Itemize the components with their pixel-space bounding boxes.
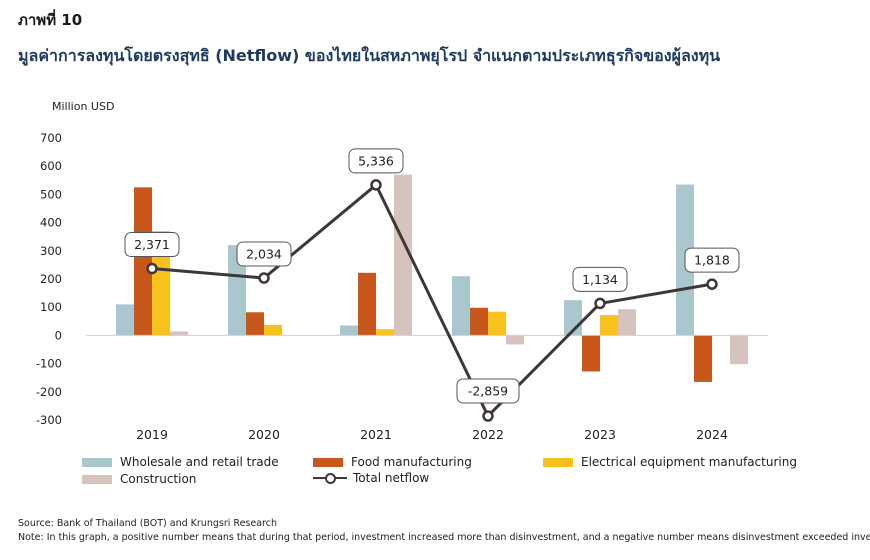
- netflow-point-2022: [482, 410, 494, 422]
- netflow-label-box: [684, 247, 740, 273]
- bar-electrical-2022: [488, 311, 506, 336]
- netflow-label-box: [572, 266, 628, 292]
- y-tick-label: -200: [36, 385, 62, 399]
- netflow-line-layer: 2,371 2,034 5,336 -2,859 1,134 1,818: [124, 148, 740, 422]
- netflow-label-box: [124, 232, 180, 258]
- legend-item-wholesale: Wholesale and retail trade: [82, 455, 279, 469]
- legend-swatch-food: [313, 457, 343, 467]
- legend-item-electrical: Electrical equipment manufacturing: [543, 455, 797, 469]
- bar-wholesale-2022: [452, 276, 470, 336]
- note-text: Note: In this graph, a positive number m…: [18, 532, 870, 543]
- netflow-point-2023: [594, 297, 606, 310]
- y-tick-label: 0: [55, 328, 62, 342]
- legend-item-construction: Construction: [82, 472, 196, 486]
- figure-number: ภาพที่ 10: [18, 11, 83, 29]
- legend-line-netflow: [313, 472, 347, 484]
- bar-marks: [116, 174, 748, 382]
- y-tick-label: -100: [36, 357, 62, 371]
- x-tick-label: 2023: [584, 427, 616, 442]
- y-axis-ticks: 700 600 500 400 300 200 100 0 -100 -200 -300: [36, 131, 62, 427]
- netflow-data-label: -2,859: [468, 384, 508, 399]
- netflow-data-label: 1,134: [582, 272, 618, 287]
- netflow-data-label: 2,034: [246, 247, 282, 262]
- legend-label-construction: Construction: [120, 472, 197, 486]
- netflow-label-box: [348, 148, 404, 174]
- y-tick-label: 100: [40, 300, 62, 314]
- x-tick-label: 2019: [136, 427, 168, 442]
- legend-label-netflow: Total netflow: [353, 471, 430, 485]
- bar-electrical-2020: [264, 324, 282, 336]
- netflow-line: [151, 183, 713, 418]
- chart-legend: Wholesale and retail trade Food manufact…: [82, 455, 802, 491]
- netflow-point-2024: [706, 278, 718, 290]
- bar-construction-2019: [170, 331, 188, 336]
- bar-construction-2021: [394, 174, 412, 336]
- netflow-label-box: [456, 378, 520, 404]
- bar-food-2020: [246, 312, 264, 336]
- bar-construction-2023: [618, 309, 636, 336]
- legend-swatch-wholesale: [82, 457, 112, 467]
- y-tick-label: 500: [40, 187, 62, 201]
- netflow-point-2021: [370, 179, 382, 191]
- bar-food-2019: [134, 187, 152, 336]
- legend-label-electrical: Electrical equipment manufacturing: [581, 455, 797, 469]
- bar-electrical-2019: [152, 231, 170, 336]
- netflow-data-label: 2,371: [134, 237, 170, 252]
- bar-food-2021: [358, 272, 376, 336]
- x-tick-label: 2024: [696, 427, 728, 442]
- y-tick-label: 400: [40, 216, 62, 230]
- bar-construction-2022: [506, 335, 524, 345]
- bar-wholesale-2019: [116, 304, 134, 336]
- netflow-data-label: 5,336: [358, 153, 394, 168]
- y-axis-unit-label: Million USD: [52, 100, 115, 113]
- x-tick-label: 2020: [248, 427, 280, 442]
- netflow-point-2020: [258, 272, 270, 284]
- chart-title: มูลค่าการลงทุนโดยตรงสุทธิ (Netflow) ของไ…: [18, 46, 721, 65]
- legend-label-wholesale: Wholesale and retail trade: [120, 455, 279, 469]
- bar-wholesale-2021: [340, 325, 358, 336]
- x-axis-ticks: 2019 2020 2021 2022 2023 2024: [136, 427, 728, 442]
- netflow-label-box: [236, 241, 292, 267]
- y-tick-label: -300: [36, 413, 62, 427]
- x-tick-label: 2022: [472, 427, 504, 442]
- netflow-point-2019: [146, 262, 158, 275]
- x-tick-label: 2021: [360, 427, 392, 442]
- bar-wholesale-2020: [228, 245, 246, 336]
- bar-food-2022: [470, 307, 488, 336]
- bar-food-2023: [582, 335, 600, 372]
- y-tick-label: 600: [40, 159, 62, 173]
- legend-swatch-electrical: [543, 457, 573, 467]
- netflow-data-label: 1,818: [694, 253, 730, 268]
- bar-construction-2024: [730, 335, 748, 365]
- legend-label-food: Food manufacturing: [351, 455, 472, 469]
- legend-swatch-construction: [82, 474, 112, 484]
- bar-electrical-2021: [376, 329, 394, 336]
- legend-item-netflow: Total netflow: [313, 471, 429, 485]
- bar-electrical-2023: [600, 315, 618, 336]
- source-text: Source: Bank of Thailand (BOT) and Krung…: [18, 518, 277, 529]
- bar-food-2024: [694, 335, 712, 382]
- y-tick-label: 700: [40, 131, 62, 145]
- y-tick-label: 200: [40, 272, 62, 286]
- y-tick-label: 300: [40, 244, 62, 258]
- legend-item-food: Food manufacturing: [313, 455, 472, 469]
